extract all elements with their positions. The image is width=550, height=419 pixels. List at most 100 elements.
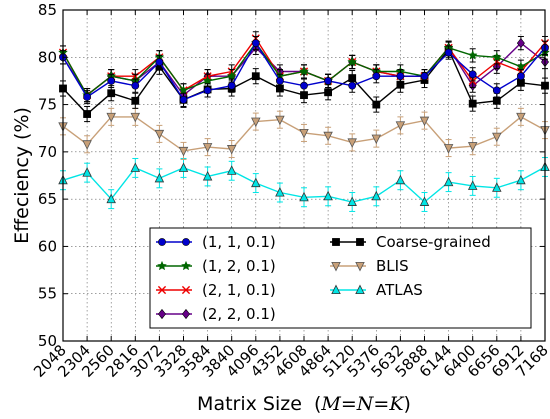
data-point bbox=[107, 77, 116, 85]
data-point bbox=[517, 72, 525, 81]
data-point bbox=[347, 196, 357, 206]
legend-marker bbox=[158, 308, 166, 320]
data-point bbox=[227, 81, 236, 90]
legend-marker bbox=[157, 285, 167, 295]
data-point bbox=[83, 110, 91, 118]
data-point bbox=[372, 100, 381, 109]
data-point bbox=[83, 93, 91, 101]
data-point bbox=[324, 77, 332, 85]
data-point bbox=[226, 165, 237, 175]
data-point bbox=[468, 70, 477, 79]
data-point bbox=[467, 180, 478, 190]
legend-label: BLIS bbox=[376, 257, 409, 275]
legend-marker bbox=[182, 308, 190, 320]
y-tick-label: 80 bbox=[38, 48, 57, 66]
y-tick-label: 60 bbox=[38, 237, 57, 255]
legend-marker bbox=[182, 238, 190, 246]
data-point bbox=[467, 50, 478, 60]
data-point bbox=[226, 145, 237, 155]
data-point bbox=[492, 96, 501, 105]
data-point bbox=[372, 72, 381, 81]
data-point bbox=[467, 142, 478, 152]
data-point bbox=[348, 81, 357, 90]
legend: (1, 1, 0.1) (1, 2, 0.1) (2, 1, 0.1) (2, 2, … bbox=[149, 227, 532, 329]
data-point bbox=[130, 112, 141, 123]
y-tick-label: 65 bbox=[38, 190, 57, 208]
legend-marker bbox=[332, 238, 340, 246]
y-tick-label: 75 bbox=[38, 96, 57, 114]
data-point bbox=[371, 190, 382, 201]
data-point bbox=[323, 190, 333, 201]
x-axis-label-eq1: = bbox=[341, 393, 357, 415]
legend-marker bbox=[355, 261, 365, 272]
y-tick-label: 50 bbox=[38, 332, 57, 350]
data-point bbox=[443, 144, 454, 154]
legend-entry-6: ATLAS bbox=[330, 281, 423, 299]
legend-entry-5: BLIS bbox=[330, 257, 409, 275]
data-point bbox=[82, 167, 92, 177]
data-point bbox=[202, 170, 213, 181]
data-point bbox=[419, 196, 430, 206]
legend-marker bbox=[331, 284, 341, 295]
data-point bbox=[420, 72, 429, 81]
data-point bbox=[516, 174, 526, 185]
data-point bbox=[131, 96, 140, 105]
data-point bbox=[275, 115, 285, 126]
legend-marker bbox=[331, 261, 341, 272]
y-tick-label: 85 bbox=[38, 1, 57, 19]
data-point bbox=[203, 86, 212, 95]
legend-label: (1, 2, 0.1) bbox=[202, 257, 276, 275]
data-point bbox=[155, 58, 164, 66]
data-point bbox=[324, 88, 332, 97]
data-point bbox=[299, 191, 309, 202]
series-6 bbox=[58, 157, 550, 212]
data-point bbox=[444, 48, 453, 57]
legend-label: ATLAS bbox=[376, 281, 423, 299]
legend-label: Coarse-grained bbox=[376, 233, 491, 251]
y-tick-label: 70 bbox=[38, 143, 57, 161]
data-point bbox=[275, 77, 284, 85]
data-point bbox=[491, 52, 502, 62]
data-point bbox=[82, 140, 92, 150]
x-axis-label-text: Matrix Size bbox=[197, 393, 302, 415]
legend-marker bbox=[158, 238, 166, 246]
legend-marker bbox=[355, 284, 365, 295]
data-point bbox=[202, 75, 213, 86]
data-point bbox=[179, 95, 188, 104]
x-axis-label: Matrix Size (M=N=K) bbox=[197, 393, 411, 415]
data-point bbox=[106, 193, 116, 204]
legend-marker bbox=[157, 260, 167, 271]
data-point bbox=[515, 61, 526, 71]
legend-entry-2: (2, 1, 0.1) bbox=[156, 281, 276, 299]
data-point bbox=[202, 143, 213, 153]
data-point bbox=[443, 176, 454, 187]
data-point bbox=[299, 66, 309, 76]
data-point bbox=[251, 72, 260, 81]
data-point bbox=[323, 131, 333, 142]
data-point bbox=[516, 112, 526, 123]
legend-label: (2, 1, 0.1) bbox=[202, 281, 276, 299]
x-axis-label-open: ( bbox=[314, 393, 321, 415]
data-point bbox=[178, 162, 189, 172]
series-layer bbox=[58, 31, 550, 212]
legend-box bbox=[149, 227, 532, 329]
data-point bbox=[251, 177, 261, 188]
data-point bbox=[468, 99, 477, 108]
x-axis-label-close: ) bbox=[404, 393, 411, 415]
data-point bbox=[492, 182, 502, 192]
data-point bbox=[299, 128, 309, 139]
legend-marker bbox=[181, 260, 191, 271]
data-point bbox=[516, 38, 525, 49]
legend-entry-3: (2, 2, 0.1) bbox=[156, 305, 276, 323]
data-point bbox=[395, 121, 406, 131]
data-point bbox=[347, 138, 357, 148]
y-tick-label: 55 bbox=[38, 285, 57, 303]
data-point bbox=[131, 81, 140, 90]
legend-label: (2, 2, 0.1) bbox=[202, 305, 276, 323]
data-point bbox=[395, 174, 406, 185]
data-point bbox=[300, 81, 308, 90]
data-point bbox=[154, 129, 165, 140]
legend-entry-1: (1, 2, 0.1) bbox=[156, 257, 276, 275]
data-point bbox=[492, 86, 501, 95]
